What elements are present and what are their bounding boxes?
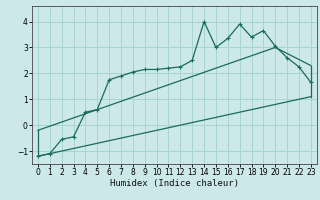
X-axis label: Humidex (Indice chaleur): Humidex (Indice chaleur) xyxy=(110,179,239,188)
